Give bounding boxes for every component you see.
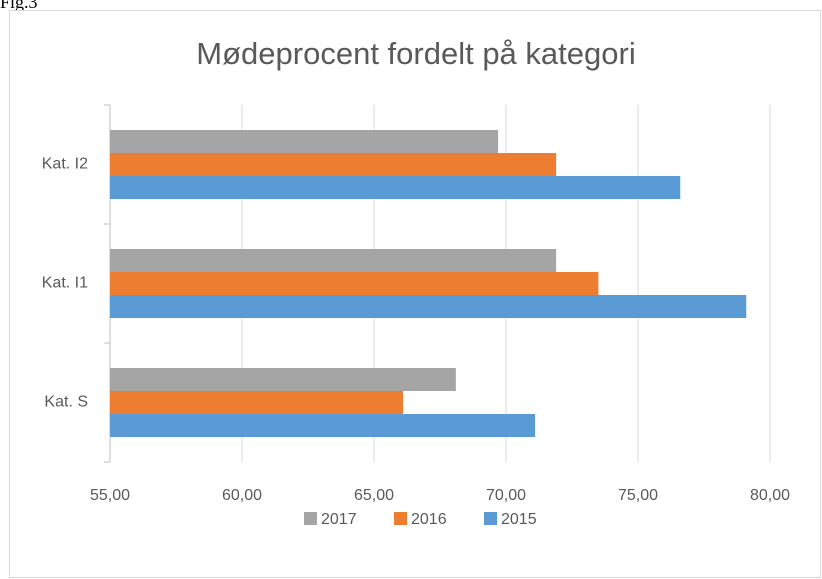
bar (110, 249, 557, 272)
y-tick-label: Kat. I1 (42, 275, 88, 292)
x-tick-label: 70,00 (486, 487, 526, 504)
bar (110, 295, 747, 318)
bar (110, 391, 404, 414)
x-tick-label: 55,00 (90, 487, 130, 504)
bar (110, 130, 499, 153)
legend-swatch (304, 512, 317, 525)
bar (110, 153, 557, 176)
y-tick-label: Kat. S (44, 394, 88, 411)
x-tick-label: 60,00 (222, 487, 262, 504)
bar (110, 272, 599, 295)
bar (110, 368, 456, 391)
caption: Fig.3 (0, 0, 38, 12)
legend-swatch (394, 512, 407, 525)
x-tick-label: 75,00 (618, 487, 658, 504)
legend-label: 2016 (411, 511, 447, 528)
x-tick-label: 80,00 (750, 487, 790, 504)
legend-label: 2017 (321, 511, 357, 528)
bar (110, 176, 681, 199)
bar (110, 414, 536, 437)
chart-title: Mødeprocent fordelt på kategori (196, 36, 635, 71)
legend-swatch (484, 512, 497, 525)
legend-label: 2015 (501, 511, 537, 528)
x-tick-label: 65,00 (354, 487, 394, 504)
y-tick-label: Kat. I2 (42, 156, 88, 173)
